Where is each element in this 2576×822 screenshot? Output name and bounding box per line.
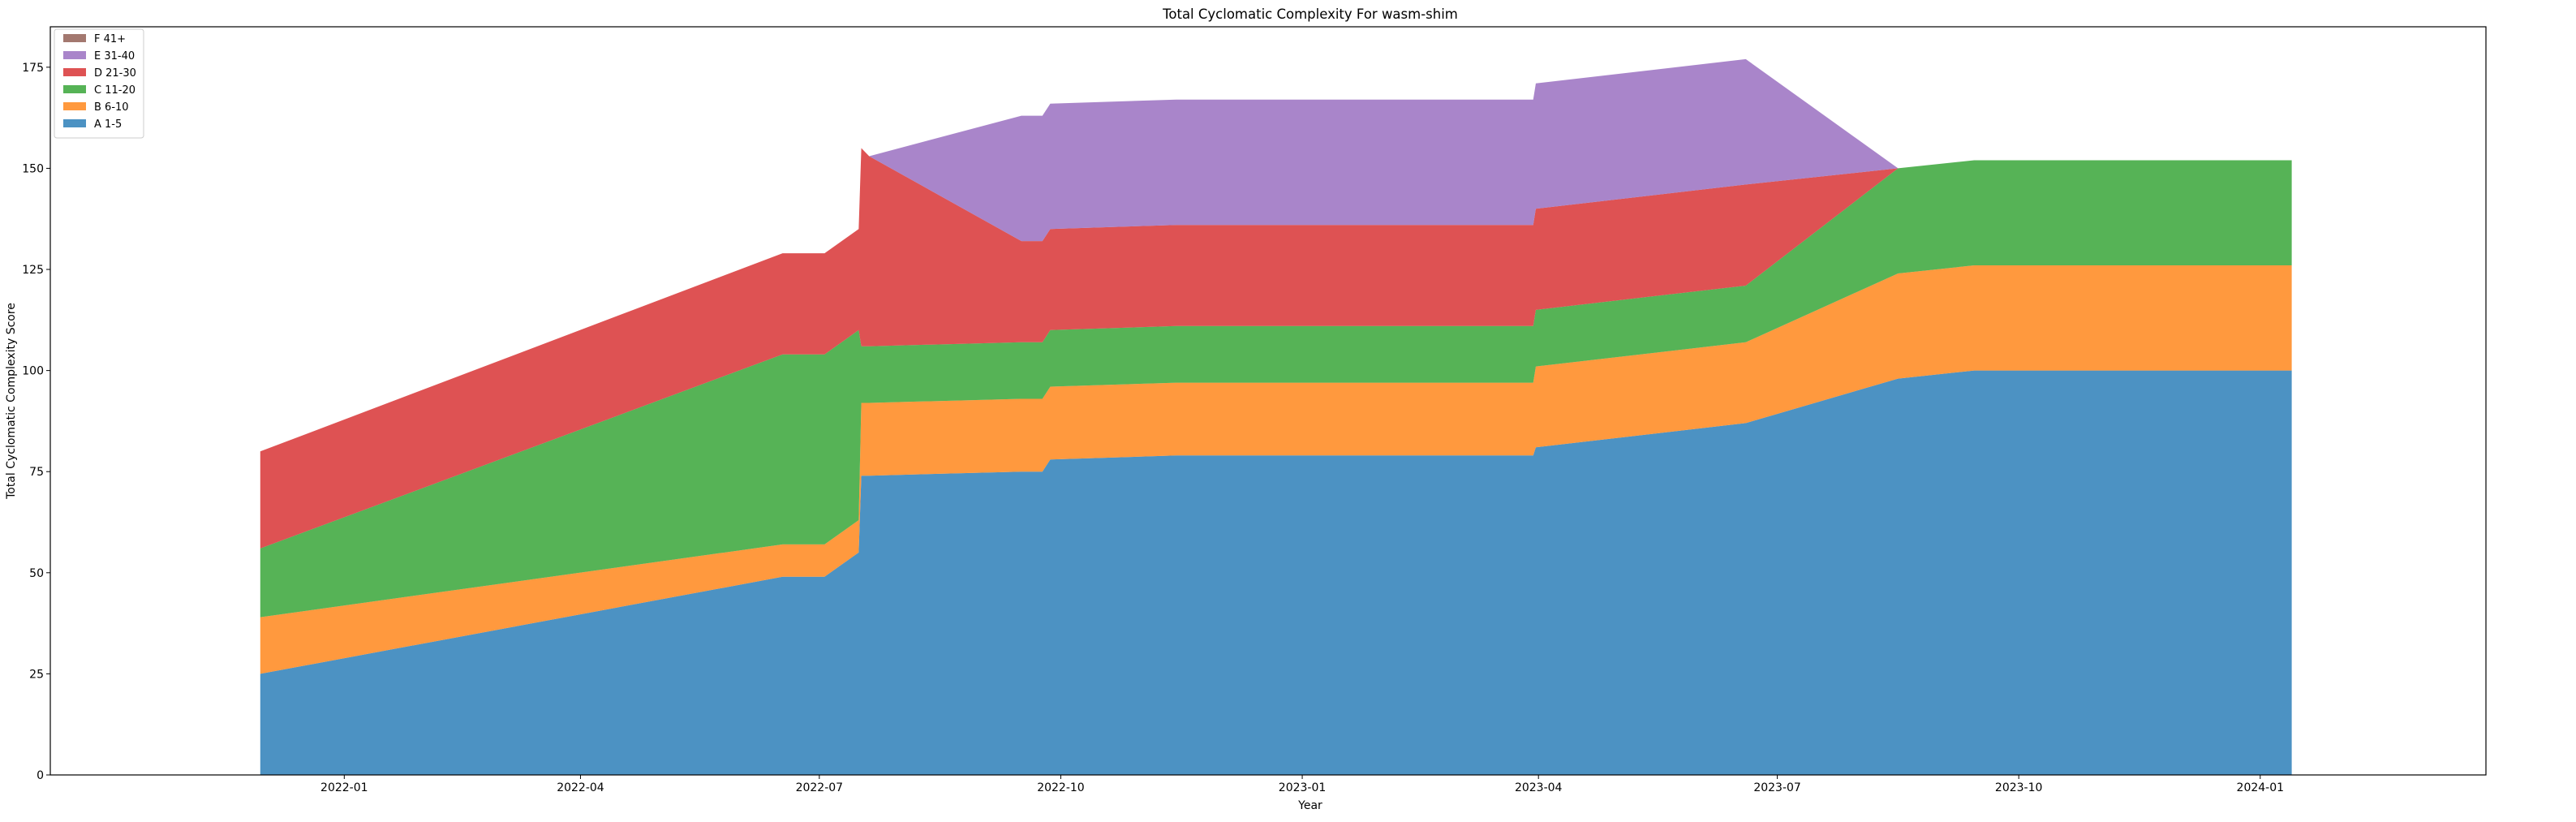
x-tick-label: 2022-10	[1037, 781, 1085, 794]
area-series-a-1-5	[260, 370, 2292, 775]
legend-label-e-31-40: E 31-40	[94, 50, 135, 62]
y-axis: 0 25 50 75 100 125 150 175	[22, 62, 50, 782]
y-axis-label: Total Cyclomatic Complexity Score	[5, 303, 18, 500]
legend-label-a-1-5: A 1-5	[94, 118, 122, 131]
y-tick-label: 100	[22, 365, 44, 378]
x-axis: 2022-01 2022-04 2022-07 2022-10 2023-01 2023-…	[320, 775, 2284, 794]
y-tick-label: 125	[22, 264, 44, 277]
series-areas	[260, 58, 2292, 775]
x-axis-label: Year	[1297, 799, 1322, 812]
area-series-c-11-20	[260, 160, 2292, 618]
x-tick-label: 2022-01	[320, 781, 368, 794]
legend-label-f-41: F 41+	[94, 33, 126, 45]
area-series-d-21-30	[260, 148, 2292, 549]
area-series-b-6-10	[260, 265, 2292, 674]
legend-swatch-c-11-20	[63, 85, 86, 93]
legend-swatch-d-21-30	[63, 68, 86, 76]
legend-swatch-b-6-10	[63, 102, 86, 110]
x-tick-label: 2023-01	[1279, 781, 1327, 794]
y-tick-label: 150	[22, 162, 44, 175]
legend-swatch-f-41	[63, 34, 86, 42]
legend-label-c-11-20: C 11-20	[94, 84, 135, 97]
legend-label-b-6-10: B 6-10	[94, 101, 129, 114]
x-tick-label: 2023-04	[1515, 781, 1563, 794]
x-tick-label: 2022-07	[796, 781, 844, 794]
x-tick-label: 2023-07	[1753, 781, 1801, 794]
plot-frame	[49, 26, 2487, 776]
chart-title: Total Cyclomatic Complexity For wasm-shi…	[1162, 6, 1458, 22]
y-tick-label: 50	[29, 567, 44, 580]
x-tick-label: 2023-10	[1995, 781, 2043, 794]
x-tick-label: 2024-01	[2237, 781, 2285, 794]
legend-swatch-a-1-5	[63, 119, 86, 127]
area-series-e-31-40	[260, 58, 2292, 452]
legend-label-d-21-30: D 21-30	[94, 67, 136, 80]
y-tick-label: 25	[29, 668, 44, 681]
legend: F 41+ E 31-40 D 21-30 C 11-20 B 6-10 A 1-5	[54, 28, 144, 139]
legend-swatch-e-31-40	[63, 51, 86, 59]
x-tick-label: 2022-04	[557, 781, 604, 794]
y-tick-label: 0	[37, 769, 44, 782]
y-tick-label: 75	[29, 466, 44, 479]
y-tick-label: 175	[22, 62, 44, 75]
